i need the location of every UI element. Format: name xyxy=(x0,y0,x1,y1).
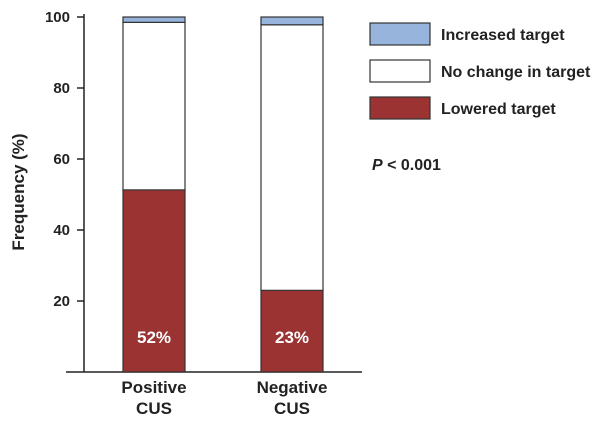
category-label: Positive xyxy=(121,378,186,397)
legend: Increased target No change in target Lower… xyxy=(369,22,591,120)
y-tick-label: 20 xyxy=(53,293,70,310)
category-label: CUS xyxy=(274,399,310,418)
bar-segment xyxy=(122,21,186,191)
legend-swatch xyxy=(369,59,431,83)
category-label: Negative xyxy=(257,378,328,397)
legend-swatch xyxy=(369,22,431,46)
bar-value-label: 52% xyxy=(137,328,171,347)
bar-segment xyxy=(122,16,186,23)
y-tick-label: 100 xyxy=(45,9,70,26)
bar-segment xyxy=(260,289,324,373)
category-labels: Positive CUS Negative CUS xyxy=(121,378,327,418)
y-axis-title: Frequency (%) xyxy=(9,133,28,250)
bar-segment xyxy=(260,16,324,26)
p-value-text: < 0.001 xyxy=(383,157,441,174)
category-label: CUS xyxy=(136,399,172,418)
axes: 20 40 60 80 100 xyxy=(45,9,362,373)
bar-value-label: 23% xyxy=(275,328,309,347)
y-tick-label: 60 xyxy=(53,151,70,168)
legend-label: Increased target xyxy=(441,27,565,44)
legend-label: No change in target xyxy=(441,64,591,81)
bar-segment xyxy=(260,24,324,291)
legend-label: Lowered target xyxy=(441,101,556,118)
y-tick-label: 40 xyxy=(53,222,70,239)
y-tick-label: 80 xyxy=(53,80,70,97)
legend-swatch xyxy=(369,96,431,120)
bars: 52% 23% xyxy=(122,16,324,373)
bar-segment xyxy=(122,189,186,373)
p-value-annotation: P < 0.001 xyxy=(372,157,441,174)
p-symbol: P xyxy=(372,157,383,174)
